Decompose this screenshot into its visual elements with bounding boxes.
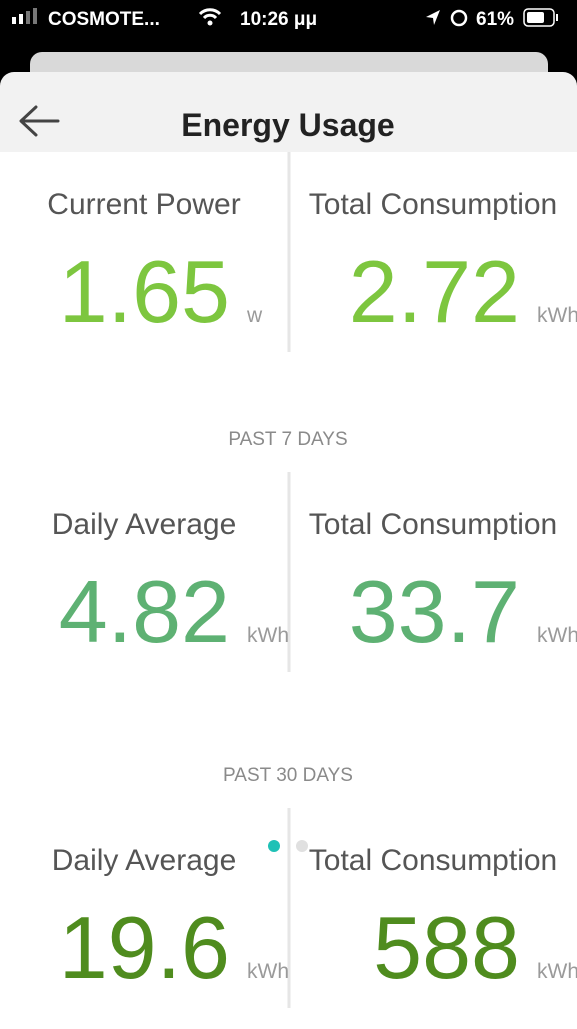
battery-tip bbox=[556, 14, 558, 21]
wifi-icon bbox=[198, 8, 222, 20]
tile-value: 19.6 bbox=[59, 898, 230, 997]
tile-label: Daily Average bbox=[52, 844, 237, 877]
tile-value: 33.7 bbox=[349, 562, 520, 661]
section-heading: PAST 30 DAYS bbox=[223, 765, 353, 786]
wifi-dot bbox=[207, 20, 213, 26]
tile-unit: kWh bbox=[247, 624, 289, 647]
section-heading: PAST 7 DAYS bbox=[228, 429, 347, 450]
tile-label: Total Consumption bbox=[309, 844, 557, 877]
tile-label: Total Consumption bbox=[309, 508, 557, 541]
tile-unit: kWh bbox=[537, 960, 577, 983]
tile-label: Daily Average bbox=[52, 508, 237, 541]
page-dot[interactable] bbox=[296, 840, 308, 852]
battery-level bbox=[527, 12, 544, 23]
tile-value: 588 bbox=[373, 898, 520, 997]
page-dot-active[interactable] bbox=[268, 840, 280, 852]
title: Energy Usage bbox=[181, 107, 394, 143]
location-icon bbox=[426, 10, 440, 25]
tile-unit: kWh bbox=[537, 624, 577, 647]
clock: 10:26 μμ bbox=[240, 9, 317, 30]
signal-icon bbox=[12, 8, 37, 24]
tile-label: Current Power bbox=[47, 188, 240, 221]
back-button[interactable] bbox=[19, 105, 60, 137]
alarm-icon bbox=[450, 9, 468, 27]
tile-value: 4.82 bbox=[59, 562, 230, 661]
battery-icon bbox=[523, 8, 555, 27]
battery-percent: 61% bbox=[476, 9, 514, 30]
header-bg-fill bbox=[0, 130, 577, 152]
tile-unit: kWh bbox=[537, 304, 577, 327]
tile-value: 2.72 bbox=[349, 242, 520, 341]
tile-unit: kWh bbox=[247, 960, 289, 983]
tile-value: 1.65 bbox=[59, 242, 230, 341]
tile-unit: w bbox=[246, 304, 263, 327]
tile-label: Total Consumption bbox=[309, 188, 557, 221]
carrier: COSMOTE... bbox=[48, 9, 160, 30]
